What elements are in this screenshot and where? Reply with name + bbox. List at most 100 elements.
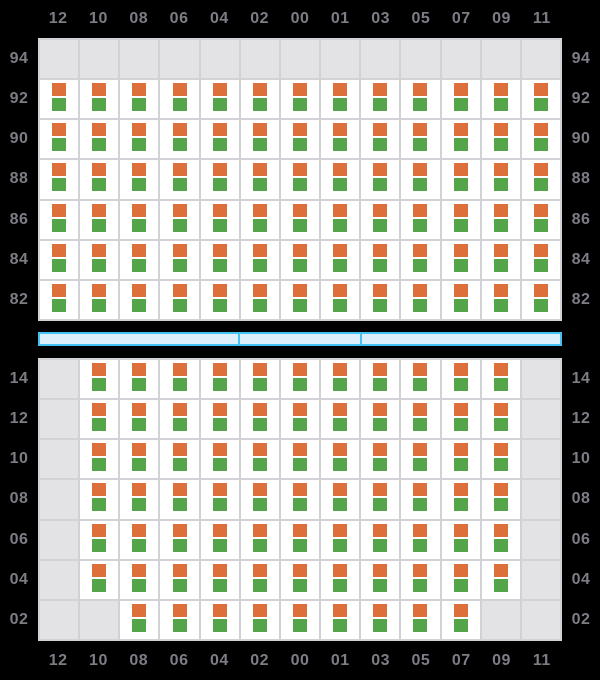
slot-occupied[interactable]	[321, 440, 360, 479]
slot-occupied[interactable]	[361, 480, 400, 519]
slot-empty[interactable]	[481, 600, 520, 639]
slot-occupied[interactable]	[441, 160, 480, 199]
slot-empty[interactable]	[40, 560, 79, 599]
slot-occupied[interactable]	[160, 160, 199, 199]
slot-empty[interactable]	[80, 40, 119, 79]
slot-occupied[interactable]	[160, 600, 199, 639]
slot-occupied[interactable]	[361, 280, 400, 319]
slot-occupied[interactable]	[160, 400, 199, 439]
slot-occupied[interactable]	[200, 120, 239, 159]
slot-occupied[interactable]	[361, 360, 400, 399]
slot-occupied[interactable]	[240, 240, 279, 279]
slot-occupied[interactable]	[280, 600, 320, 639]
slot-empty[interactable]	[441, 40, 480, 79]
slot-occupied[interactable]	[120, 80, 159, 119]
slot-occupied[interactable]	[160, 480, 199, 519]
slot-occupied[interactable]	[160, 440, 199, 479]
slot-empty[interactable]	[481, 40, 520, 79]
slot-occupied[interactable]	[321, 160, 360, 199]
slot-occupied[interactable]	[481, 200, 520, 239]
slot-occupied[interactable]	[240, 560, 279, 599]
slot-occupied[interactable]	[361, 80, 400, 119]
slot-occupied[interactable]	[441, 520, 480, 559]
slot-occupied[interactable]	[361, 560, 400, 599]
slot-occupied[interactable]	[361, 240, 400, 279]
slot-occupied[interactable]	[521, 120, 560, 159]
slot-occupied[interactable]	[240, 360, 279, 399]
slot-occupied[interactable]	[521, 160, 560, 199]
slot-occupied[interactable]	[321, 560, 360, 599]
slot-occupied[interactable]	[361, 440, 400, 479]
slot-occupied[interactable]	[401, 80, 440, 119]
slot-occupied[interactable]	[120, 560, 159, 599]
slot-occupied[interactable]	[160, 280, 199, 319]
slot-occupied[interactable]	[321, 120, 360, 159]
slot-occupied[interactable]	[401, 120, 440, 159]
slot-occupied[interactable]	[481, 400, 520, 439]
slot-occupied[interactable]	[361, 160, 400, 199]
slot-occupied[interactable]	[240, 600, 279, 639]
slot-occupied[interactable]	[441, 440, 480, 479]
slot-occupied[interactable]	[40, 240, 79, 279]
slot-occupied[interactable]	[521, 240, 560, 279]
slot-occupied[interactable]	[120, 520, 159, 559]
slot-occupied[interactable]	[401, 400, 440, 439]
slot-occupied[interactable]	[40, 80, 79, 119]
slot-occupied[interactable]	[521, 280, 560, 319]
slot-occupied[interactable]	[280, 520, 320, 559]
slot-occupied[interactable]	[441, 400, 480, 439]
slot-empty[interactable]	[200, 40, 239, 79]
slot-occupied[interactable]	[280, 480, 320, 519]
slot-occupied[interactable]	[80, 400, 119, 439]
slot-occupied[interactable]	[200, 240, 239, 279]
slot-occupied[interactable]	[441, 80, 480, 119]
hatch-cover-segment[interactable]	[40, 334, 241, 344]
slot-occupied[interactable]	[280, 80, 320, 119]
slot-occupied[interactable]	[401, 160, 440, 199]
slot-occupied[interactable]	[401, 360, 440, 399]
slot-empty[interactable]	[40, 40, 79, 79]
slot-occupied[interactable]	[200, 80, 239, 119]
slot-empty[interactable]	[521, 40, 560, 79]
slot-occupied[interactable]	[401, 240, 440, 279]
slot-occupied[interactable]	[481, 120, 520, 159]
slot-occupied[interactable]	[40, 120, 79, 159]
slot-occupied[interactable]	[160, 520, 199, 559]
slot-occupied[interactable]	[401, 480, 440, 519]
slot-empty[interactable]	[120, 40, 159, 79]
slot-occupied[interactable]	[481, 240, 520, 279]
slot-empty[interactable]	[240, 40, 279, 79]
slot-occupied[interactable]	[120, 360, 159, 399]
slot-occupied[interactable]	[441, 480, 480, 519]
slot-occupied[interactable]	[200, 440, 239, 479]
slot-occupied[interactable]	[120, 240, 159, 279]
slot-occupied[interactable]	[521, 200, 560, 239]
slot-occupied[interactable]	[481, 560, 520, 599]
slot-occupied[interactable]	[401, 440, 440, 479]
slot-occupied[interactable]	[80, 160, 119, 199]
slot-empty[interactable]	[40, 520, 79, 559]
slot-empty[interactable]	[40, 400, 79, 439]
slot-occupied[interactable]	[321, 520, 360, 559]
slot-occupied[interactable]	[401, 200, 440, 239]
slot-occupied[interactable]	[441, 360, 480, 399]
slot-occupied[interactable]	[280, 560, 320, 599]
slot-occupied[interactable]	[321, 600, 360, 639]
slot-empty[interactable]	[40, 600, 79, 639]
slot-empty[interactable]	[280, 40, 320, 79]
slot-occupied[interactable]	[120, 600, 159, 639]
slot-occupied[interactable]	[80, 280, 119, 319]
slot-occupied[interactable]	[80, 80, 119, 119]
slot-empty[interactable]	[521, 480, 560, 519]
slot-occupied[interactable]	[120, 480, 159, 519]
slot-occupied[interactable]	[80, 120, 119, 159]
slot-occupied[interactable]	[401, 520, 440, 559]
slot-occupied[interactable]	[240, 400, 279, 439]
slot-occupied[interactable]	[240, 480, 279, 519]
hatch-cover-segment[interactable]	[362, 334, 560, 344]
slot-occupied[interactable]	[200, 160, 239, 199]
slot-occupied[interactable]	[441, 120, 480, 159]
hatch-cover-segment[interactable]	[240, 334, 362, 344]
slot-occupied[interactable]	[80, 560, 119, 599]
slot-occupied[interactable]	[160, 560, 199, 599]
